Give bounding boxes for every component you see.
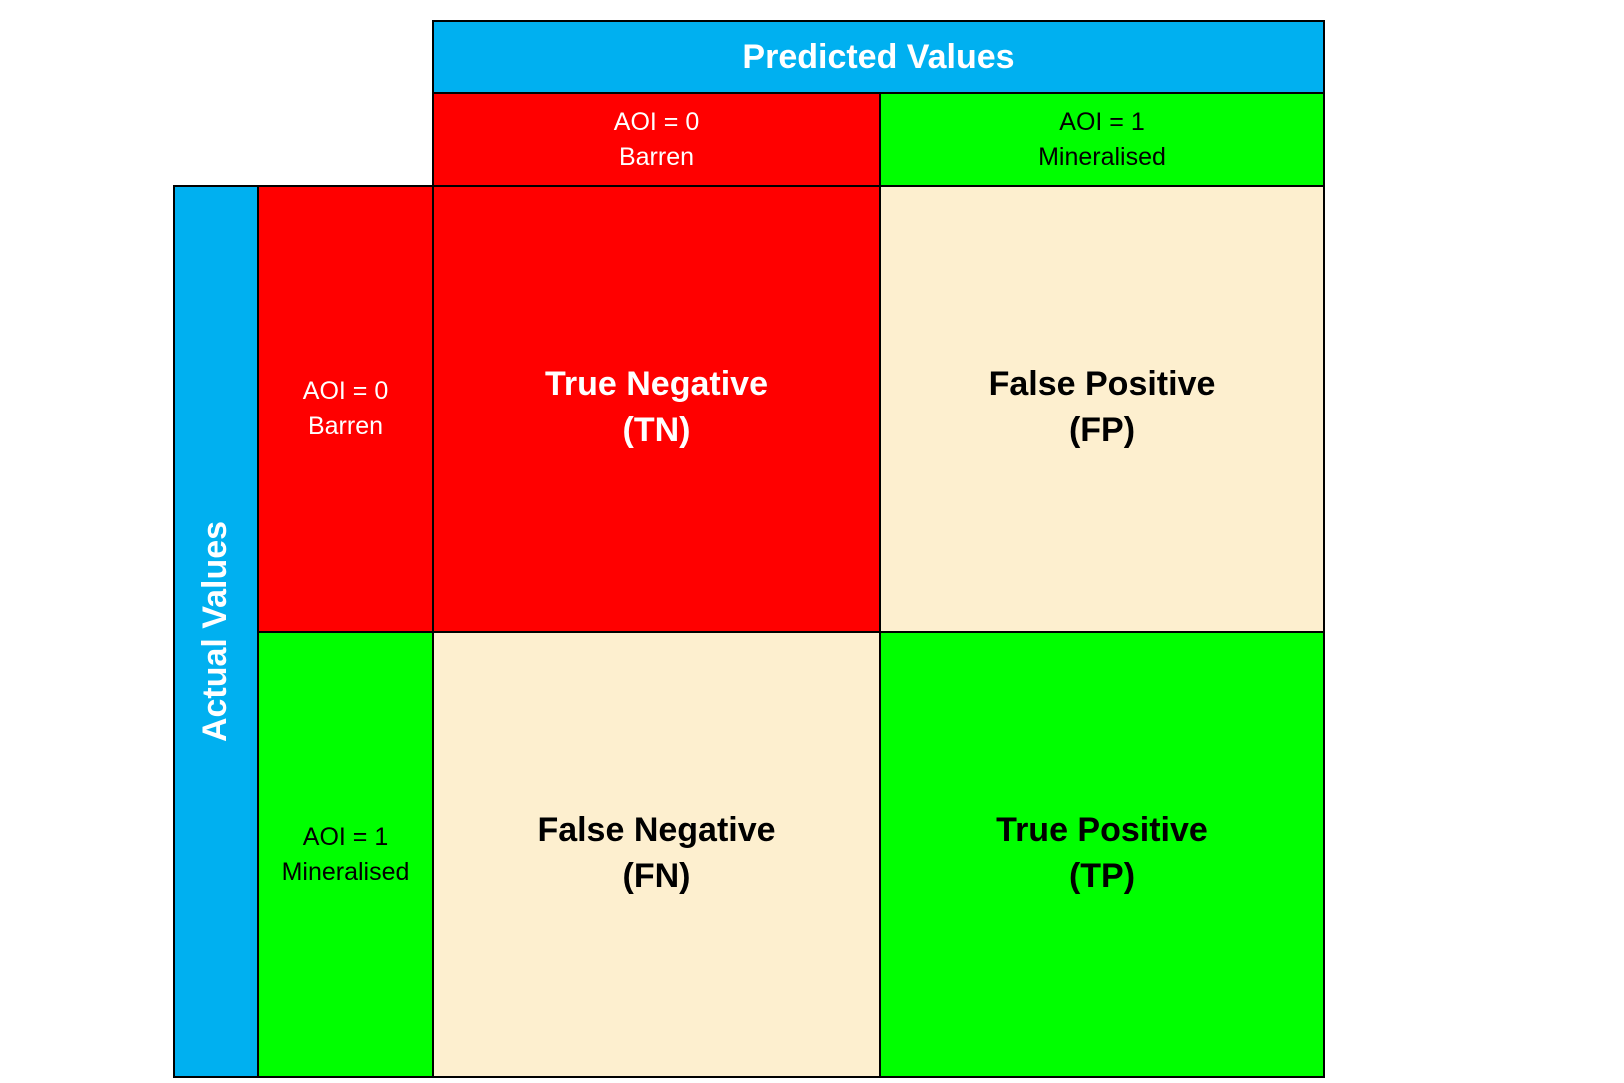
actual-label-mineralised-aoi: AOI = 1 <box>302 822 389 851</box>
predicted-label-mineralised: AOI = 1 Mineralised <box>879 92 1325 187</box>
actual-label-barren: AOI = 0 Barren <box>257 185 434 633</box>
actual-values-title: Actual Values <box>196 520 235 743</box>
false-positive-label: False Positive <box>988 365 1216 403</box>
true-positive-label: True Positive <box>996 810 1208 849</box>
false-negative-cell: False Negative (FN) <box>432 631 881 1078</box>
true-negative-label: True Negative <box>545 365 768 403</box>
actual-label-mineralised-name: Mineralised <box>281 857 410 886</box>
actual-label-mineralised: AOI = 1 Mineralised <box>257 631 434 1078</box>
false-negative-label: False Negative <box>537 810 776 849</box>
predicted-label-barren-aoi: AOI = 0 <box>613 107 700 136</box>
false-negative-abbr: (FN) <box>622 856 691 895</box>
true-negative-abbr: (TN) <box>622 411 691 449</box>
true-negative-cell: True Negative (TN) <box>432 185 881 633</box>
predicted-label-barren-name: Barren <box>618 142 695 171</box>
true-positive-cell: True Positive (TP) <box>879 631 1325 1078</box>
predicted-values-title: Predicted Values <box>742 37 1015 76</box>
predicted-label-mineralised-name: Mineralised <box>1038 142 1166 171</box>
predicted-label-barren: AOI = 0 Barren <box>432 92 881 187</box>
actual-values-header: Actual Values <box>173 185 259 1078</box>
actual-label-barren-name: Barren <box>307 412 384 440</box>
predicted-values-header: Predicted Values <box>432 20 1325 94</box>
true-positive-abbr: (TP) <box>1068 856 1136 895</box>
false-positive-cell: False Positive (FP) <box>879 185 1325 633</box>
predicted-label-mineralised-aoi: AOI = 1 <box>1059 107 1145 136</box>
false-positive-abbr: (FP) <box>1068 411 1136 449</box>
actual-label-barren-aoi: AOI = 0 <box>302 377 389 405</box>
